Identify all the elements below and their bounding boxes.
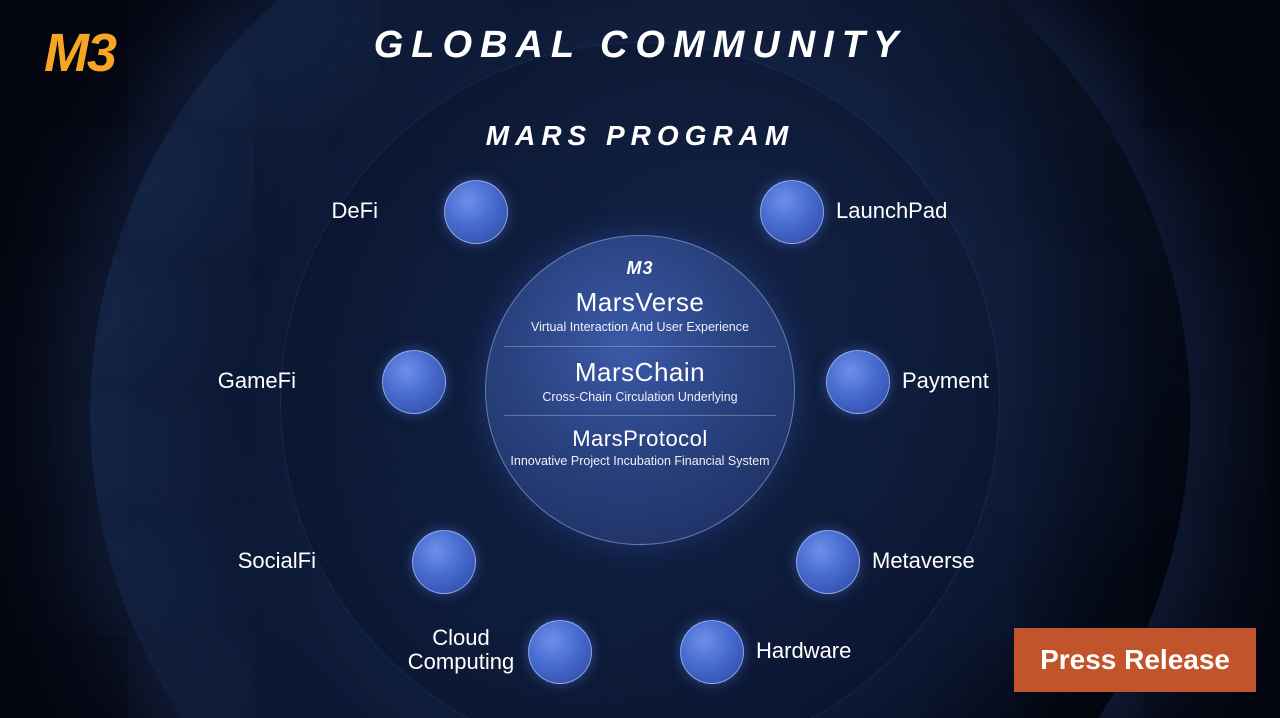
node-gamefi [382,350,446,414]
brand-logo: M3 [44,22,115,84]
core-heading: MarsProtocol [504,426,776,452]
core-block-marsverse: MarsVerse Virtual Interaction And User E… [504,281,776,342]
core-subtitle: Virtual Interaction And User Experience [504,320,776,336]
node-label-hardware: Hardware [756,638,851,664]
node-cloud [528,620,592,684]
core-brand: M3 [626,258,653,279]
node-metaverse [796,530,860,594]
title-global-community: GLOBAL COMMUNITY [374,24,907,67]
node-defi [444,180,508,244]
node-label-gamefi: GameFi [218,368,296,394]
node-label-metaverse: Metaverse [872,548,975,574]
node-label-launchpad: LaunchPad [836,198,947,224]
node-label-socialfi: SocialFi [238,548,316,574]
press-release-badge: Press Release [1014,628,1256,692]
node-label-defi: DeFi [332,198,378,224]
core-block-marschain: MarsChain Cross-Chain Circulation Underl… [504,346,776,412]
title-mars-program: MARS PROGRAM [486,120,794,152]
node-label-payment: Payment [902,368,989,394]
node-hardware [680,620,744,684]
node-label-cloud: Cloud Computing [396,626,526,674]
node-socialfi [412,530,476,594]
core-block-marsprotocol: MarsProtocol Innovative Project Incubati… [504,415,776,476]
node-launchpad [760,180,824,244]
core-subtitle: Innovative Project Incubation Financial … [504,454,776,470]
node-payment [826,350,890,414]
core-circle: M3 MarsVerse Virtual Interaction And Use… [485,235,795,545]
core-heading: MarsVerse [504,287,776,318]
core-subtitle: Cross-Chain Circulation Underlying [504,390,776,406]
core-heading: MarsChain [504,357,776,388]
